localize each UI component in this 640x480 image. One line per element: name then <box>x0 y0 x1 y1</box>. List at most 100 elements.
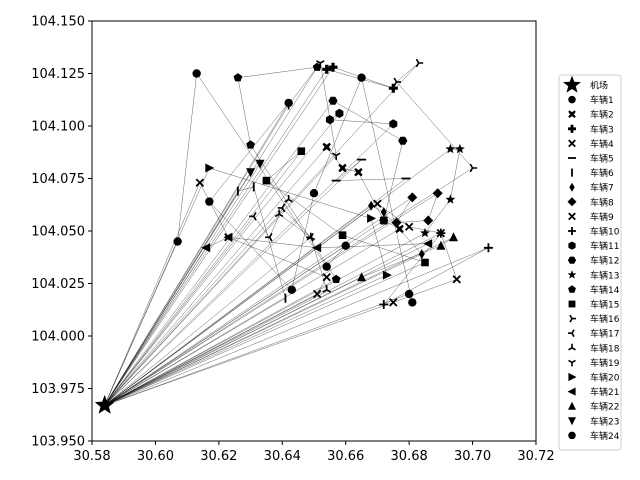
stop-marker-2-2 <box>338 163 347 173</box>
stop-marker-15-2 <box>262 176 271 185</box>
legend-marker-8 <box>567 197 577 207</box>
legend-marker-19 <box>568 359 576 367</box>
legend-marker-16 <box>569 314 576 323</box>
legend-label: 机场 <box>590 80 608 92</box>
stop-marker-1-2 <box>192 69 201 78</box>
legend-label: 车辆16 <box>590 313 620 325</box>
stop-marker-7-2 <box>380 207 387 218</box>
route-line-17 <box>104 207 312 406</box>
y-tick-label: 103.950 <box>31 435 85 450</box>
stop-marker-7-3 <box>418 249 425 260</box>
stop-marker-13-3 <box>445 194 456 204</box>
stop-marker-7-1 <box>368 200 375 211</box>
stop-marker-13-2 <box>454 143 465 154</box>
stop-marker-15-1 <box>297 147 306 155</box>
route-line-8 <box>104 192 439 406</box>
legend-label: 车辆19 <box>590 357 620 369</box>
stop-marker-1-3 <box>322 262 331 271</box>
stop-marker-8-1 <box>407 192 418 203</box>
legend-marker-23 <box>568 417 576 426</box>
stop-marker-24-4 <box>309 189 319 198</box>
stop-marker-19-3 <box>331 152 341 160</box>
stop-marker-21-2 <box>223 232 233 242</box>
legend-marker-24 <box>568 431 576 440</box>
stop-marker-16-1 <box>415 58 424 68</box>
stop-marker-11-1 <box>335 108 344 118</box>
legend-marker-22 <box>568 401 576 410</box>
stop-marker-13-4 <box>420 227 430 238</box>
legend-marker-4 <box>568 139 576 148</box>
stop-marker-22-3 <box>357 272 367 282</box>
legend-marker-9 <box>568 212 576 221</box>
stop-marker-15-4 <box>421 258 429 267</box>
y-tick-label: 104.000 <box>31 330 85 345</box>
stop-marker-3-2 <box>388 83 398 93</box>
stop-marker-21-1 <box>201 243 211 253</box>
x-tick-label: 30.68 <box>391 449 428 464</box>
route-lines <box>104 62 489 406</box>
stop-marker-18-3 <box>306 232 316 241</box>
depot-marker <box>94 394 115 414</box>
stop-marker-22-2 <box>436 240 446 250</box>
legend-label: 车辆2 <box>590 109 614 121</box>
stop-marker-24-7 <box>404 289 414 299</box>
stop-marker-14-4 <box>331 274 341 283</box>
stop-marker-12-2 <box>398 136 408 145</box>
legend-label: 车辆13 <box>590 269 619 281</box>
stop-marker-24-6 <box>408 298 417 307</box>
stop-marker-8-2 <box>391 217 402 228</box>
x-tick-label: 30.66 <box>327 449 364 464</box>
depot-star-icon <box>94 394 115 414</box>
legend-frame <box>558 74 622 451</box>
legend-label: 车辆4 <box>590 138 614 150</box>
legend-label: 车辆24 <box>590 430 620 442</box>
stop-marker-15-3 <box>338 231 347 239</box>
legend-label: 车辆5 <box>590 153 614 165</box>
x-axis-ticks: 30.58 30.60 30.62 30.64 30.66 30.68 30.70 30.72 <box>73 441 555 464</box>
legend-marker-13 <box>567 270 577 279</box>
y-tick-label: 104.150 <box>31 15 85 30</box>
stop-marker-19-2 <box>316 60 325 68</box>
stop-marker-20-1 <box>205 163 215 173</box>
legend-label: 车辆17 <box>590 328 619 340</box>
x-tick-label: 30.62 <box>200 449 237 464</box>
legend-marker-11 <box>568 241 576 250</box>
legend-marker-20 <box>568 372 577 382</box>
stop-marker-9-5 <box>389 298 398 307</box>
stop-marker-10-3 <box>436 228 446 238</box>
stop-marker-18-4 <box>322 285 331 293</box>
x-tick-label: 30.58 <box>73 449 110 464</box>
route-line-23 <box>104 163 261 406</box>
stop-marker-18-2 <box>274 209 284 218</box>
legend-marker-7 <box>569 182 575 192</box>
stop-marker-2-3 <box>354 168 363 177</box>
y-tick-label: 104.100 <box>31 120 85 135</box>
x-tick-label: 30.72 <box>517 449 554 464</box>
legend-marker-10 <box>567 226 577 236</box>
legend-marker-17 <box>568 329 575 338</box>
stop-marker-8-3 <box>423 215 434 226</box>
legend-marker-12 <box>567 256 577 264</box>
legend-label: 车辆7 <box>590 182 614 194</box>
y-tick-label: 104.125 <box>31 67 85 82</box>
stop-marker-23-1 <box>246 168 256 178</box>
legend-marker-2 <box>568 110 576 118</box>
route-line-15 <box>104 151 426 406</box>
stop-marker-24-3 <box>287 285 296 294</box>
legend-marker-21 <box>567 387 576 396</box>
y-tick-label: 104.025 <box>31 277 85 292</box>
y-axis-ticks: 103.950 103.975 104.000 104.025 104.050 104.0… <box>31 15 92 450</box>
y-tick-label: 103.975 <box>31 382 85 397</box>
legend-label: 车辆23 <box>590 415 619 427</box>
stop-marker-4-4 <box>312 289 322 299</box>
route-line-4 <box>104 182 327 406</box>
legend-marker-18 <box>568 343 576 351</box>
stop-marker-12-3 <box>328 96 338 105</box>
legend-label: 车辆11 <box>590 240 619 252</box>
stop-marker-16-2 <box>393 77 401 87</box>
legend-marker-1 <box>568 95 576 104</box>
legend-label: 车辆15 <box>590 299 619 311</box>
